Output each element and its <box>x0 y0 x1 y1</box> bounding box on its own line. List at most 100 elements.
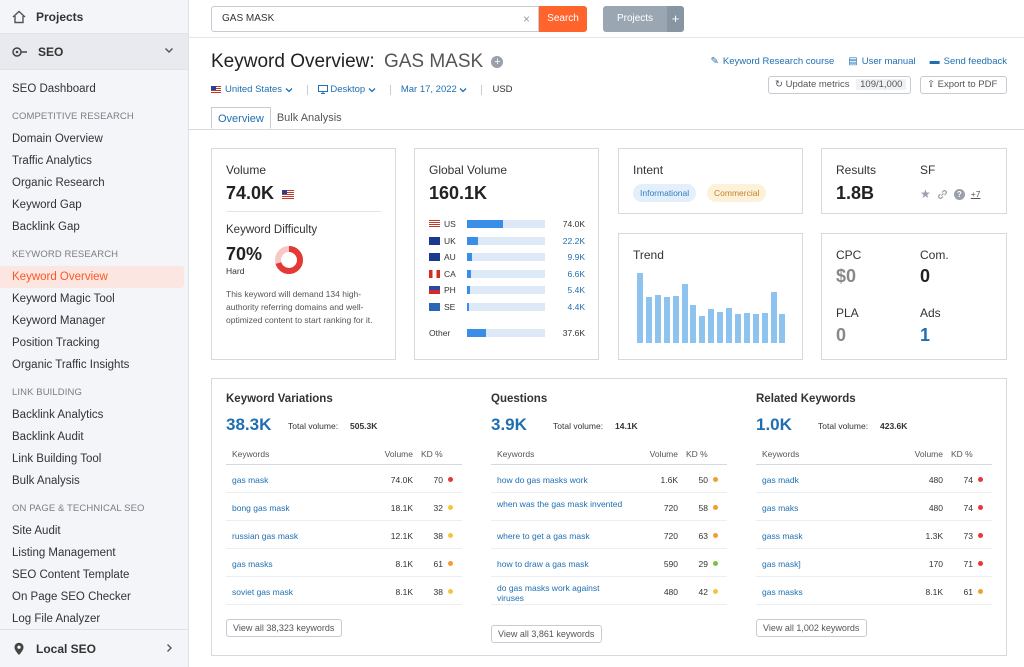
global-volume-row-au[interactable]: AU 9.9K <box>429 249 585 265</box>
sidebar-item-listing-management[interactable]: Listing Management <box>12 547 116 559</box>
global-volume-row-uk[interactable]: UK 22.2K <box>429 233 585 249</box>
volume-share-bar <box>467 236 545 245</box>
clear-icon[interactable]: × <box>522 12 530 26</box>
sidebar-item-backlink-gap[interactable]: Backlink Gap <box>12 221 80 233</box>
keyword-link[interactable]: gas masks <box>762 587 803 597</box>
seo-icon <box>12 46 27 57</box>
projects-button[interactable]: Projects <box>603 6 667 32</box>
sidebar-item-organic-traffic-insights[interactable]: Organic Traffic Insights <box>12 359 130 371</box>
results-label: Results <box>836 163 877 177</box>
sidebar-item-link-building-tool[interactable]: Link Building Tool <box>12 453 102 465</box>
sidebar-nav: SEO Dashboard COMPETITIVE RESEARCH Domain… <box>0 70 188 630</box>
keyword-link[interactable]: soviet gas mask <box>232 587 293 597</box>
chevron-down-icon <box>459 87 467 92</box>
sidebar-item-seo-dashboard[interactable]: SEO Dashboard <box>12 83 96 95</box>
sidebar-local-seo[interactable]: Local SEO <box>0 629 188 667</box>
sidebar-item-backlink-analytics[interactable]: Backlink Analytics <box>12 409 104 421</box>
section-count[interactable]: 1.0K <box>756 415 792 434</box>
tab-bulk-analysis[interactable]: Bulk Analysis <box>276 112 342 124</box>
keyword-link[interactable]: how to draw a gas mask <box>497 559 589 569</box>
sidebar-projects[interactable]: Projects <box>0 0 188 34</box>
sidebar-item-on-page-seo-checker[interactable]: On Page SEO Checker <box>12 591 131 603</box>
volume-share-fill <box>467 302 470 311</box>
add-keyword-icon[interactable]: + <box>491 56 504 68</box>
device-label: Desktop <box>330 84 366 95</box>
section-count[interactable]: 3.9K <box>491 415 527 434</box>
keyword-link[interactable]: gas mask] <box>762 559 801 569</box>
chevron-down-icon <box>285 87 293 92</box>
global-volume-row-us[interactable]: US 74.0K <box>429 216 585 232</box>
send-feedback-link[interactable]: ▬ Send feedback <box>930 56 1007 67</box>
sidebar-item-site-audit[interactable]: Site Audit <box>12 525 61 537</box>
sidebar-item-keyword-manager[interactable]: Keyword Manager <box>12 315 106 327</box>
volume-value-text: 74.0K <box>226 183 275 203</box>
global-volume-row-ca[interactable]: CA 6.6K <box>429 266 585 282</box>
sidebar-item-backlink-audit[interactable]: Backlink Audit <box>12 431 84 443</box>
tab-overview[interactable]: Overview <box>211 107 271 129</box>
view-all-button[interactable]: View all 3,861 keywords <box>491 625 602 643</box>
keyword-volume: 480 <box>663 587 678 597</box>
keyword-link[interactable]: how do gas masks work <box>497 475 588 485</box>
sidebar-item-organic-research[interactable]: Organic Research <box>12 177 105 189</box>
keyword-link[interactable]: gas madk <box>762 475 799 485</box>
export-pdf-button[interactable]: ⇪ Export to PDF <box>920 76 1007 94</box>
sidebar-item-bulk-analysis[interactable]: Bulk Analysis <box>12 475 80 487</box>
keyword-volume: 12.1K <box>390 531 413 541</box>
kd-value: 70% <box>226 244 263 264</box>
sidebar-seo-toggle[interactable]: SEO <box>0 34 188 70</box>
database-selector[interactable]: United States <box>211 84 293 95</box>
keyword-link[interactable]: where to get a gas mask <box>497 531 590 541</box>
uk-flag-icon <box>429 236 440 245</box>
trend-bar <box>699 315 706 343</box>
search-button[interactable]: Search <box>539 6 587 32</box>
column-header-keywords: Keywords <box>497 449 535 459</box>
database-label: United States <box>225 84 283 95</box>
global-volume-row-ph[interactable]: PH 5.4K <box>429 282 585 298</box>
keyword-link[interactable]: bong gas mask <box>232 503 290 513</box>
sf-more-link[interactable]: +7 <box>970 189 981 199</box>
country-volume: 74.0K <box>562 219 585 229</box>
keyword-link[interactable]: gas masks <box>232 559 273 569</box>
sidebar-item-keyword-overview[interactable]: Keyword Overview <box>0 266 184 288</box>
keyword-link[interactable]: gas mask <box>232 475 269 485</box>
section-count[interactable]: 38.3K <box>226 415 272 434</box>
sidebar-item-seo-content-template[interactable]: SEO Content Template <box>12 569 130 581</box>
date-selector[interactable]: Mar 17, 2022 <box>401 84 468 95</box>
view-all-button[interactable]: View all 1,002 keywords <box>756 619 867 637</box>
keyword-link[interactable]: gas maks <box>762 503 799 513</box>
ads-value[interactable]: 1 <box>920 325 931 345</box>
divider <box>306 84 308 95</box>
keyword-link[interactable]: when was the gas mask invented <box>497 499 623 509</box>
global-volume-row-se[interactable]: SE 4.4K <box>429 299 585 315</box>
volume-value: 74.0K <box>226 183 298 204</box>
keyword-link[interactable]: gass mask <box>762 531 803 541</box>
keyword-volume: 8.1K <box>395 559 414 569</box>
sidebar-item-log-file-analyzer[interactable]: Log File Analyzer <box>12 613 101 625</box>
cpc-value: $0 <box>836 266 857 286</box>
desktop-icon <box>317 85 328 94</box>
add-project-button[interactable]: + <box>667 6 684 32</box>
device-selector[interactable]: Desktop <box>317 84 376 95</box>
trend-bar <box>761 313 768 343</box>
global-volume-row-other: Other 37.6K <box>429 325 585 341</box>
sidebar-item-position-tracking[interactable]: Position Tracking <box>12 337 100 349</box>
sidebar-item-keyword-magic-tool[interactable]: Keyword Magic Tool <box>12 293 115 305</box>
user-manual-link[interactable]: ▤ User manual <box>848 56 915 67</box>
keyword-link[interactable]: russian gas mask <box>232 531 299 541</box>
sidebar-item-keyword-gap[interactable]: Keyword Gap <box>12 199 82 211</box>
sidebar-item-traffic-analytics[interactable]: Traffic Analytics <box>12 155 92 167</box>
keyword-research-course-link[interactable]: ✎ Keyword Research course <box>710 56 834 67</box>
update-metrics-button[interactable]: ↻ Update metrics 109/1,000 <box>768 76 911 94</box>
country-volume: 5.4K <box>567 285 586 295</box>
keyword-kd: 70 <box>433 475 443 485</box>
sidebar-item-domain-overview[interactable]: Domain Overview <box>12 133 103 145</box>
chevron-down-icon <box>368 87 376 92</box>
section-title: Related Keywords <box>756 393 856 405</box>
view-all-button[interactable]: View all 38,323 keywords <box>226 619 342 637</box>
keyword-link[interactable]: do gas masks work against viruses <box>497 583 600 603</box>
pla-label: PLA <box>836 306 859 320</box>
search-input[interactable]: GAS MASK × <box>211 6 539 32</box>
country-volume: 22.2K <box>562 235 585 246</box>
keyword-volume: 720 <box>663 531 678 541</box>
total-volume-value: 423.6K <box>880 421 908 431</box>
